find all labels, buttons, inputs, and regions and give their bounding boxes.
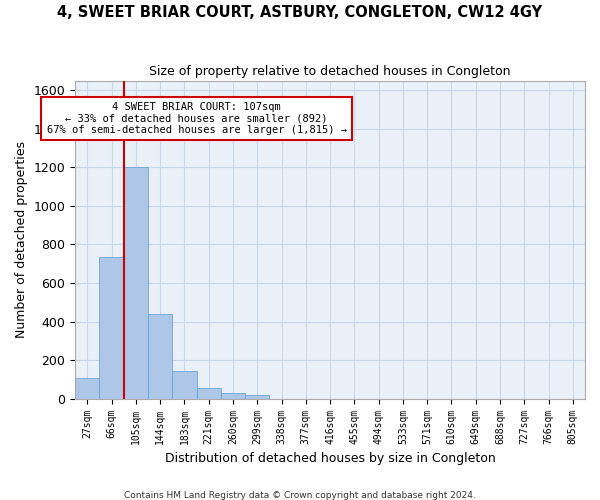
Bar bbox=[75, 378, 100, 398]
Bar bbox=[172, 370, 197, 398]
Bar bbox=[124, 168, 148, 398]
Text: 4 SWEET BRIAR COURT: 107sqm
← 33% of detached houses are smaller (892)
67% of se: 4 SWEET BRIAR COURT: 107sqm ← 33% of det… bbox=[47, 102, 347, 135]
X-axis label: Distribution of detached houses by size in Congleton: Distribution of detached houses by size … bbox=[165, 452, 496, 465]
Y-axis label: Number of detached properties: Number of detached properties bbox=[15, 141, 28, 338]
Bar bbox=[221, 392, 245, 398]
Text: 4, SWEET BRIAR COURT, ASTBURY, CONGLETON, CW12 4GY: 4, SWEET BRIAR COURT, ASTBURY, CONGLETON… bbox=[58, 5, 542, 20]
Text: Contains HM Land Registry data © Crown copyright and database right 2024.: Contains HM Land Registry data © Crown c… bbox=[124, 490, 476, 500]
Bar bbox=[197, 388, 221, 398]
Bar bbox=[245, 395, 269, 398]
Title: Size of property relative to detached houses in Congleton: Size of property relative to detached ho… bbox=[149, 65, 511, 78]
Bar bbox=[100, 258, 124, 398]
Bar bbox=[148, 314, 172, 398]
